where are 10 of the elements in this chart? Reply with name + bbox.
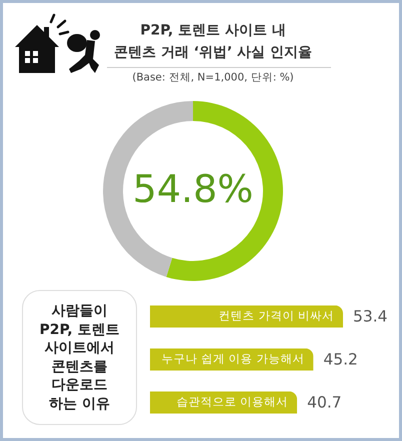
text: 사람들이 P2P, 토렌트 사이트에서 콘텐츠를 다운로드 하는 이유	[40, 302, 120, 413]
y-tick-label: 컨텐츠 가격이 비싸서	[218, 308, 334, 322]
y-tick-label: 습관적으로 이용해서	[176, 394, 288, 408]
chart-title: P2P, 토렌트 사이트 내 콘텐츠 거래 ‘위법’ 사실 인지율	[114, 22, 312, 60]
data-label: 53.4	[353, 308, 388, 326]
data-label: 40.7	[307, 394, 342, 412]
chart-subtitle: (Base: 전체, N=1,000, 단위: %)	[132, 72, 294, 84]
data-label: 54.8%	[132, 167, 254, 211]
data-label: 45.2	[323, 350, 358, 368]
y-tick-label: 누구나 쉽게 이용 가능해서	[161, 352, 304, 366]
